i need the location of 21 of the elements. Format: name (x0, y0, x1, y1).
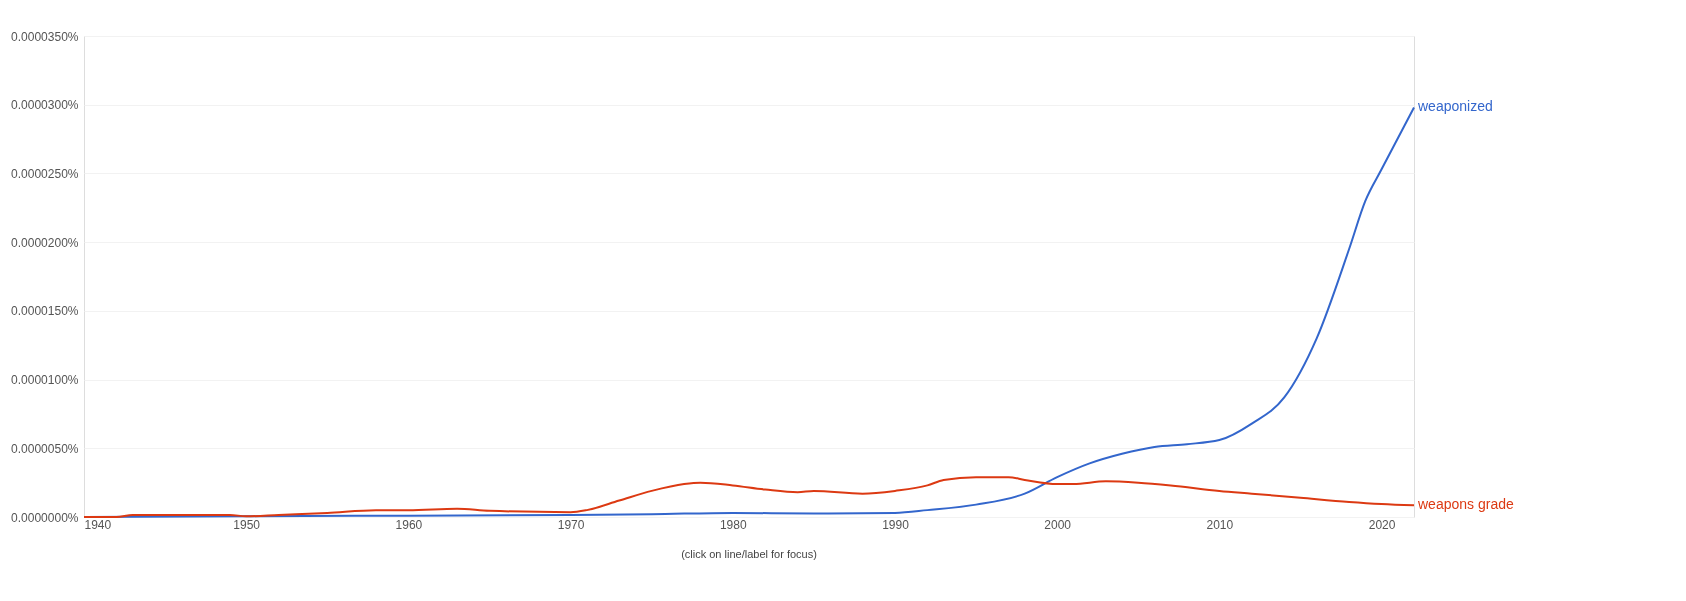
y-tick-label: 0.0000250% (11, 166, 79, 181)
y-tick-label: 0.0000150% (11, 304, 79, 319)
y-tick-label: 0.0000350% (11, 29, 79, 44)
x-tick-label: 1940 (84, 517, 112, 532)
y-tick-label: 0.0000100% (11, 373, 79, 388)
y-tick-label: 0.0000200% (11, 235, 79, 250)
y-tick-label: 0.0000300% (11, 98, 79, 113)
y-tick-label: 0.0000000% (11, 510, 79, 525)
x-tick-label: 2010 (1206, 517, 1234, 532)
x-tick-label: 1990 (882, 517, 910, 532)
line-series (83, 476, 1415, 518)
x-tick-label: 2020 (1368, 517, 1396, 532)
x-tick-label: 1960 (395, 517, 423, 532)
x-tick-label: 1970 (557, 517, 585, 532)
series-label: weapons grade (1417, 496, 1514, 513)
y-tick-label: 0.0000050% (11, 441, 79, 456)
x-tick-label: 2000 (1044, 517, 1072, 532)
x-tick-label: 1950 (233, 517, 261, 532)
series-label: weaponized (1417, 98, 1493, 115)
text: (click on line/label for focus) (681, 548, 817, 560)
x-tick-label: 1980 (719, 517, 747, 532)
